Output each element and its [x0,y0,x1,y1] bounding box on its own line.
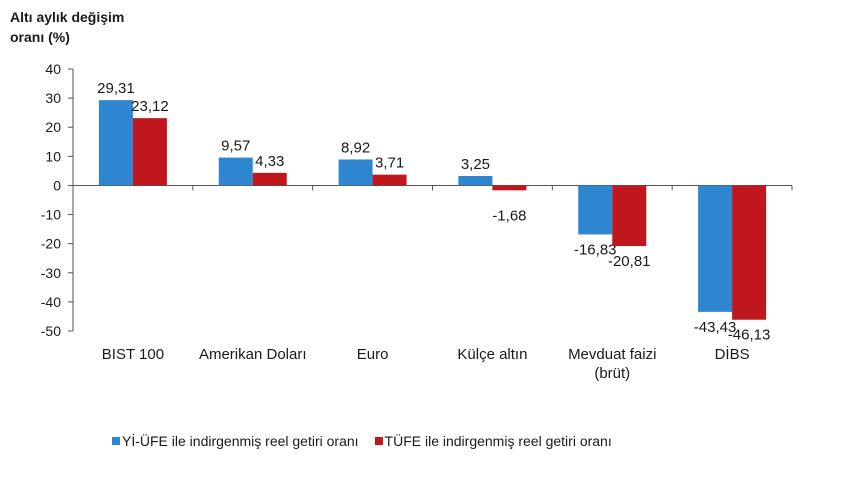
data-label: -46,13 [728,327,771,344]
legend-label-series-2: TÜFE ile indirgenmiş reel getiri oranı [384,433,612,449]
bar-2 [132,118,167,186]
data-label: 9,57 [221,138,250,155]
legend-label-series-1: Yİ-ÜFE ile indirgenmiş reel getiri oranı [122,433,359,449]
legend-item-series-2: TÜFE ile indirgenmiş reel getiri oranı [374,433,612,449]
x-category-label: BIST 100 [102,346,164,363]
x-category-label: Amerikan Doları [199,346,307,363]
bar-1 [578,185,613,235]
y-axis-title-line-2: oranı (%) [10,29,70,45]
data-label: 23,12 [131,98,169,115]
x-category-label: Külçe altın [457,346,527,363]
data-label: 3,25 [461,156,490,173]
x-category-label: (brüt) [594,365,630,382]
data-label: 8,92 [341,139,370,156]
legend-item-series-1: Yİ-ÜFE ile indirgenmiş reel getiri oranı [112,433,359,449]
y-tick-label: 30 [45,90,61,106]
y-tick-label: -30 [41,265,61,281]
legend: Yİ-ÜFE ile indirgenmiş reel getiri oranı… [112,431,628,451]
x-category-label: Euro [357,346,389,363]
data-label: 3,71 [375,155,404,172]
y-tick-label: -20 [41,236,61,252]
y-tick-label: 20 [45,119,61,135]
bar-1 [698,185,733,312]
bar-2 [372,174,407,186]
legend-swatch-series-1 [112,437,120,445]
y-axis-title-line-1: Altı aylık değişim [10,9,125,25]
data-label: -20,81 [608,253,651,270]
y-tick-label: 10 [45,148,61,164]
data-label: -1,68 [492,207,526,224]
data-label: 4,33 [255,153,284,170]
bar-2 [612,185,647,247]
bar-2 [492,185,527,191]
y-tick-label: -40 [41,294,61,310]
bar-1 [218,157,253,186]
data-label: 29,31 [97,80,135,97]
y-tick-label: 40 [45,61,61,77]
bar-2 [732,185,767,320]
bar-1 [338,159,373,186]
bar-1 [458,175,493,186]
y-tick-label: -50 [41,323,61,339]
bar-2 [252,172,287,186]
y-tick-label: 0 [53,177,61,193]
bar-1 [98,100,133,186]
data-label: -16,83 [574,241,617,258]
legend-swatch-series-2 [374,437,383,445]
x-category-label: DİBS [715,345,750,363]
data-label: -43,43 [694,319,737,336]
y-tick-label: -10 [41,207,61,223]
x-category-label: Mevduat faizi [568,346,656,363]
